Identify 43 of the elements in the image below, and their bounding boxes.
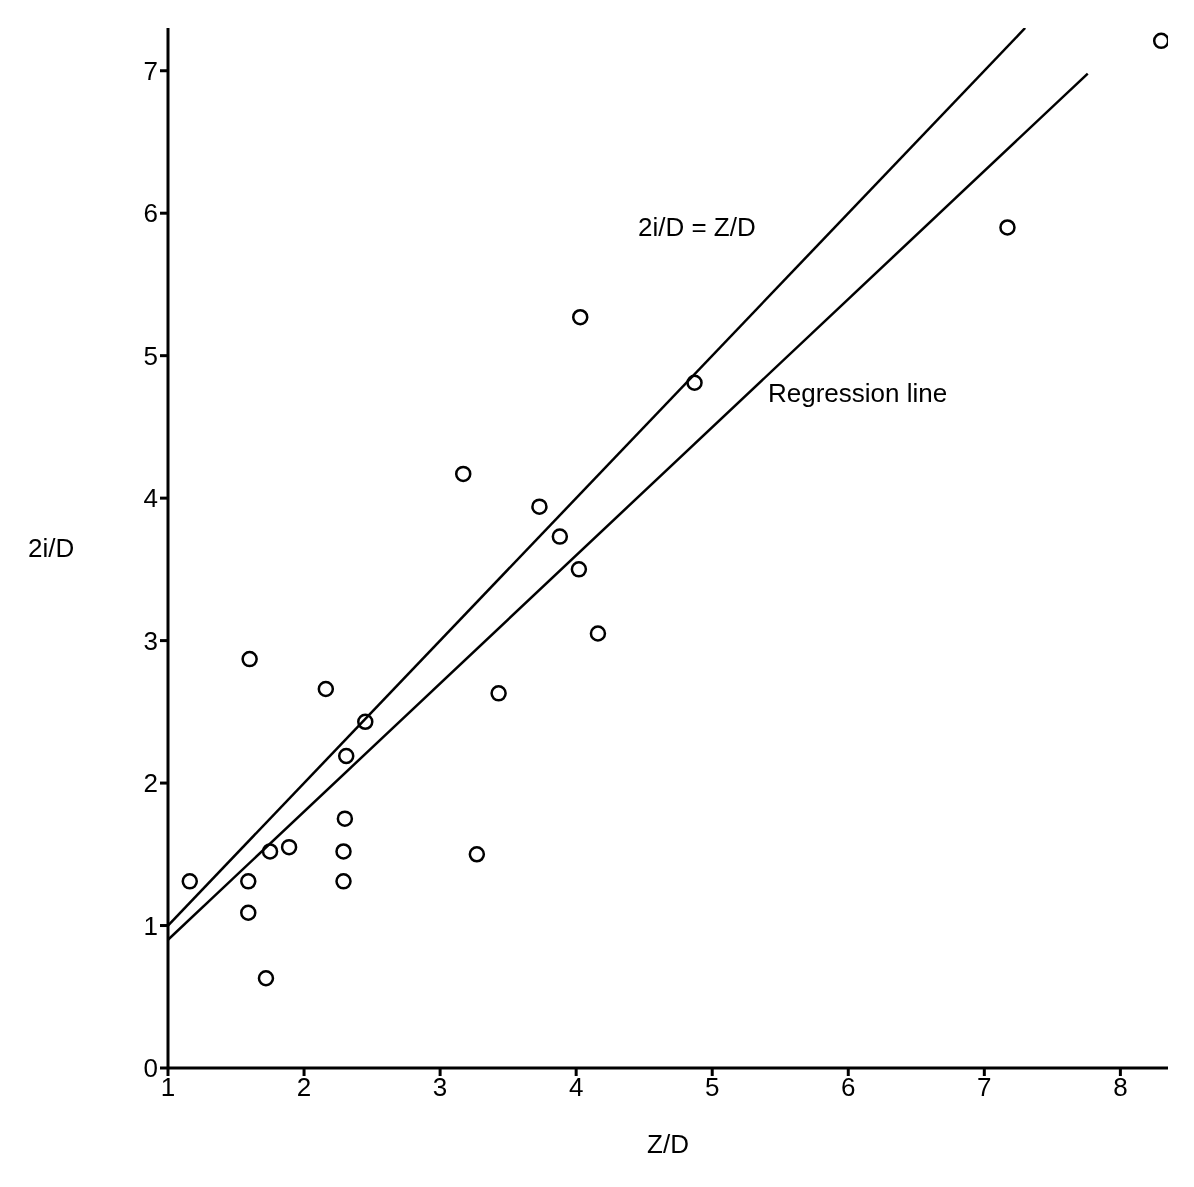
point xyxy=(490,685,507,702)
x-tick-label: 2 xyxy=(296,1072,312,1103)
point xyxy=(240,904,257,921)
x-tick-label: 3 xyxy=(432,1072,448,1103)
y-tick-label: 7 xyxy=(143,55,158,86)
point xyxy=(1152,32,1168,50)
x-tick-label: 4 xyxy=(568,1072,584,1103)
point xyxy=(317,680,335,698)
point xyxy=(357,713,374,731)
point xyxy=(589,625,607,642)
point xyxy=(181,873,199,890)
point xyxy=(261,843,279,860)
annotation: Regression line xyxy=(768,378,948,409)
x-axis-title: Z/D xyxy=(647,1129,689,1159)
point xyxy=(572,308,589,326)
y-tick-label: 4 xyxy=(143,483,158,514)
y-tick-label: 5 xyxy=(143,340,158,371)
point xyxy=(531,498,548,515)
x-tick-label: 6 xyxy=(841,1072,856,1103)
y-tick-label: 6 xyxy=(143,198,158,229)
point xyxy=(240,873,257,890)
y-tick-label: 2 xyxy=(143,768,158,799)
point xyxy=(257,970,275,987)
point xyxy=(570,561,588,578)
point xyxy=(280,838,298,856)
point xyxy=(337,747,355,765)
point xyxy=(999,219,1016,236)
point xyxy=(335,873,352,890)
y-axis-title: 2i/D xyxy=(28,533,75,564)
y-tick-label: 3 xyxy=(143,625,158,656)
annotation: 2i/D = Z/D xyxy=(638,212,756,242)
point xyxy=(335,843,352,860)
x-tick-label: 8 xyxy=(1113,1072,1128,1103)
x-tick-label: 7 xyxy=(977,1072,992,1103)
x-tick-label: 5 xyxy=(704,1072,720,1103)
point xyxy=(551,528,569,545)
y-tick-label: 1 xyxy=(143,910,158,941)
point xyxy=(336,810,354,827)
point xyxy=(454,465,472,483)
point xyxy=(686,374,703,391)
point xyxy=(468,846,486,863)
y-tick-label: 0 xyxy=(143,1053,158,1084)
point xyxy=(241,650,258,668)
